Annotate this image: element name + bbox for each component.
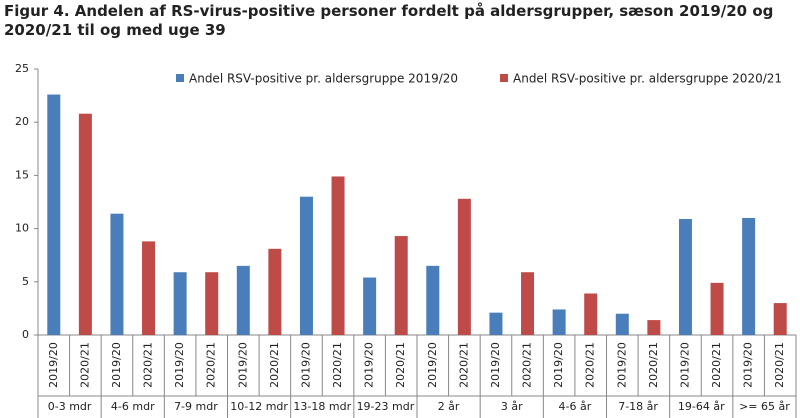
bar-label: 2020/21	[710, 342, 723, 388]
y-tick-label: 20	[15, 115, 29, 128]
bar-label: 2020/21	[457, 342, 470, 388]
chart-title: Figur 4. Andelen af RS-virus-positive pe…	[4, 2, 774, 39]
x-tick-label: 0-3 mdr	[48, 400, 92, 413]
bar-label: 2019/20	[678, 342, 691, 388]
x-tick-label: >= 65 år	[739, 400, 790, 413]
bar	[142, 241, 156, 335]
bar	[110, 213, 124, 335]
bar	[236, 265, 250, 335]
legend-swatch	[500, 74, 508, 82]
y-tick-label: 25	[15, 62, 29, 75]
bar	[489, 312, 503, 335]
bar	[457, 198, 471, 335]
y-tick-label: 15	[15, 168, 29, 181]
x-tick-label: 19-23 mdr	[357, 400, 415, 413]
x-tick-label: 4-6 mdr	[111, 400, 155, 413]
legend-label: Andel RSV-positive pr. aldersgruppe 2019…	[189, 72, 458, 86]
bar	[615, 313, 629, 335]
bar-label: 2020/21	[78, 342, 91, 388]
bar	[552, 309, 566, 335]
bar-label: 2019/20	[299, 342, 312, 388]
x-tick-label: 3 år	[501, 400, 523, 413]
bar-label: 2020/21	[331, 342, 344, 388]
bar	[742, 217, 756, 335]
bar	[331, 176, 345, 335]
bar	[205, 272, 219, 335]
y-tick-label: 5	[22, 275, 29, 288]
bar-label: 2020/21	[142, 342, 155, 388]
bar-label: 2019/20	[173, 342, 186, 388]
bar-label: 2020/21	[521, 342, 534, 388]
bar	[678, 219, 692, 335]
bar	[394, 236, 408, 335]
bar-label: 2019/20	[47, 342, 60, 388]
bar	[299, 196, 313, 335]
x-tick-label: 19-64 år	[678, 400, 725, 413]
bar-label: 2020/21	[268, 342, 281, 388]
bar-label: 2020/21	[773, 342, 786, 388]
x-tick-label: 7-18 år	[618, 400, 658, 413]
x-tick-label: 10-12 mdr	[230, 400, 288, 413]
bar-label: 2019/20	[236, 342, 249, 388]
bar-label: 2020/21	[647, 342, 660, 388]
bar-label: 2020/21	[394, 342, 407, 388]
bar-label: 2019/20	[742, 342, 755, 388]
legend-swatch	[176, 74, 184, 82]
x-tick-label: 2 år	[438, 400, 460, 413]
bar-label: 2019/20	[110, 342, 123, 388]
y-tick-label: 10	[15, 222, 29, 235]
legend-label: Andel RSV-positive pr. aldersgruppe 2020…	[513, 72, 782, 86]
bar	[710, 282, 724, 335]
x-tick-label: 4-6 år	[559, 400, 592, 413]
bar	[773, 303, 787, 335]
x-tick-label: 7-9 mdr	[174, 400, 218, 413]
bar-label: 2020/21	[584, 342, 597, 388]
bar-label: 2019/20	[426, 342, 439, 388]
bar-label: 2019/20	[489, 342, 502, 388]
y-tick-label: 0	[22, 328, 29, 341]
bar	[173, 272, 187, 335]
x-tick-label: 13-18 mdr	[293, 400, 351, 413]
bar	[268, 248, 282, 335]
bar	[47, 94, 61, 335]
bar-label: 2019/20	[615, 342, 628, 388]
bar	[426, 265, 440, 335]
bar-label: 2020/21	[205, 342, 218, 388]
bar	[521, 272, 535, 335]
bar	[78, 113, 92, 335]
bar	[647, 320, 661, 335]
bar-label: 2019/20	[552, 342, 565, 388]
bar	[363, 277, 377, 335]
bar	[584, 293, 598, 335]
bar-label: 2019/20	[363, 342, 376, 388]
